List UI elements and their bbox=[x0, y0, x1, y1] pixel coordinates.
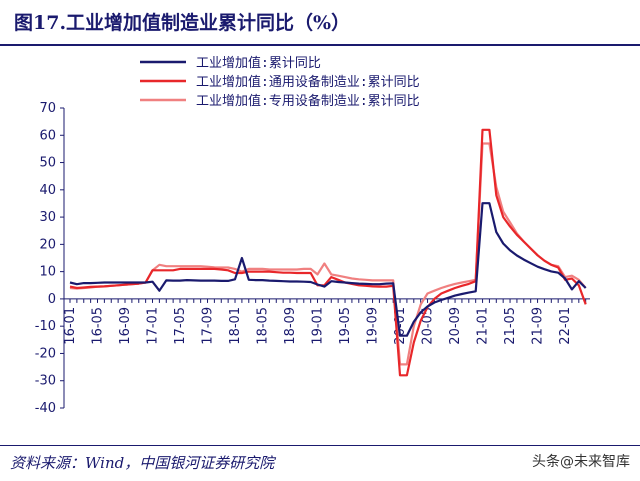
chart-legend: 工业增加值:累计同比工业增加值:通用设备制造业:累计同比工业增加值:专用设备制造… bbox=[140, 55, 420, 109]
series-line-2 bbox=[69, 142, 587, 366]
x-tick-label: 19-09 bbox=[366, 307, 381, 345]
x-tick-label: 17-01 bbox=[146, 307, 161, 345]
y-tick-label: 40 bbox=[39, 183, 56, 198]
x-tick-label: 21-05 bbox=[503, 307, 518, 345]
title-divider bbox=[0, 44, 640, 46]
y-tick-label: 60 bbox=[39, 128, 56, 143]
y-tick-label: 30 bbox=[39, 210, 56, 225]
x-tick-label: 20-09 bbox=[448, 307, 463, 345]
legend-label: 工业增加值:累计同比 bbox=[196, 55, 321, 71]
y-tick-label: 70 bbox=[39, 101, 56, 116]
x-tick-label: 19-01 bbox=[311, 307, 326, 345]
y-tick-label: -20 bbox=[35, 346, 56, 361]
figure-title: 图17.工业增加值制造业累计同比（%） bbox=[14, 12, 351, 34]
x-tick-label: 19-05 bbox=[338, 307, 353, 345]
y-axis: 70 60 50 40 30 20 10 0 -10 -20 -30 -40 bbox=[35, 101, 65, 416]
x-tick-label: 17-05 bbox=[173, 307, 188, 345]
y-tick-label: 0 bbox=[48, 292, 56, 307]
y-tick-label: -40 bbox=[35, 401, 56, 416]
source-note: 资料来源：Wind，中国银河证券研究院 bbox=[10, 454, 275, 472]
x-tick-label: 22-01 bbox=[558, 307, 573, 345]
y-tick-label: -10 bbox=[35, 319, 56, 334]
x-tick-label: 18-05 bbox=[256, 307, 271, 345]
x-axis: 16-01 16-05 16-09 17-01 17-05 17-09 18-01 18-05… bbox=[63, 298, 590, 345]
x-tick-label: 21-01 bbox=[476, 307, 491, 345]
x-tick-label: 21-09 bbox=[531, 307, 546, 345]
y-tick-label: -30 bbox=[35, 374, 56, 389]
x-tick-label: 16-09 bbox=[118, 307, 133, 345]
x-tick-label: 16-01 bbox=[63, 307, 78, 345]
line-chart: 工业增加值:累计同比工业增加值:通用设备制造业:累计同比工业增加值:专用设备制造… bbox=[35, 55, 590, 416]
series-lines bbox=[69, 128, 587, 377]
series-line-0 bbox=[69, 202, 587, 337]
x-tick-label: 20-05 bbox=[421, 307, 436, 345]
y-tick-label: 50 bbox=[39, 156, 56, 171]
footer-divider bbox=[0, 445, 640, 446]
y-tick-label: 10 bbox=[39, 265, 56, 280]
legend-label: 工业增加值:专用设备制造业:累计同比 bbox=[196, 93, 420, 109]
y-tick-label: 20 bbox=[39, 237, 56, 252]
watermark-text: 头条@未来智库 bbox=[532, 454, 630, 470]
series-line-1 bbox=[69, 128, 587, 377]
x-tick-label: 16-05 bbox=[91, 307, 106, 345]
x-tick-label: 18-09 bbox=[283, 307, 298, 345]
x-tick-label: 17-09 bbox=[201, 307, 216, 345]
x-tick-label: 18-01 bbox=[228, 307, 243, 345]
legend-label: 工业增加值:通用设备制造业:累计同比 bbox=[196, 74, 420, 90]
